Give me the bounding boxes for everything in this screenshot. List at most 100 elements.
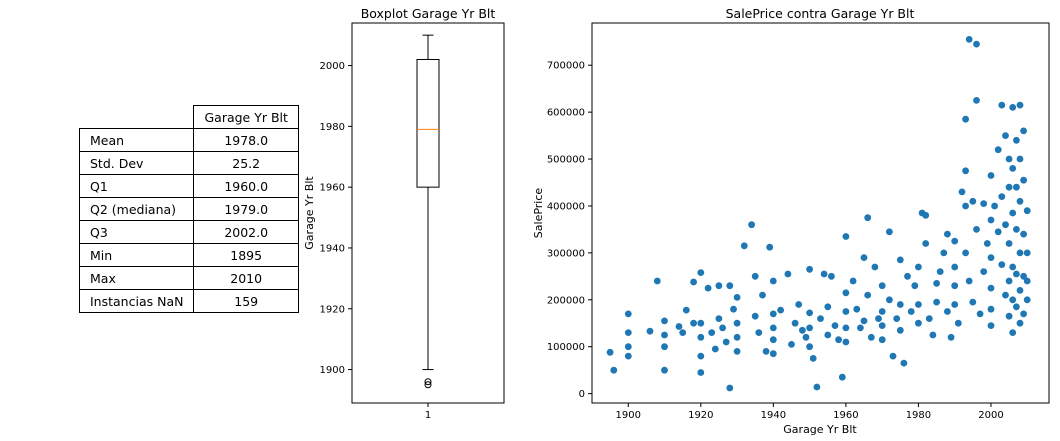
scatter-point (925, 315, 933, 322)
scatter-y-tick-label: 700000 (547, 61, 585, 72)
scatter-point (1016, 249, 1024, 257)
scatter-point (1002, 132, 1009, 140)
scatter-point (1013, 183, 1020, 191)
scatter-point (915, 301, 922, 308)
scatter-x-tick-label: 1940 (761, 410, 786, 421)
boxplot-title: Boxplot Garage Yr Blt (361, 6, 496, 21)
scatter-point (748, 221, 755, 229)
boxplot-y-axis-label: Garage Yr Blt (303, 176, 316, 250)
scatter-x-tick-label: 2000 (978, 410, 1003, 421)
scatter-point (806, 309, 813, 317)
scatter-point (697, 269, 705, 276)
scatter-point (915, 319, 922, 327)
scatter-point (719, 324, 726, 332)
scatter-point (951, 282, 959, 290)
scatter-point (904, 272, 911, 280)
scatter-point (828, 272, 835, 280)
table-row: Max 2010 (78, 266, 299, 290)
scatter-point (715, 282, 723, 290)
scatter-point (962, 202, 969, 210)
scatter-point (857, 324, 864, 332)
boxplot-y-tick-label: 1960 (320, 183, 345, 194)
scatter-point (842, 324, 850, 332)
scatter-x-tick-label: 1920 (688, 410, 713, 421)
boxplot-outlier (424, 381, 432, 389)
scatter-point (795, 301, 803, 308)
scatter-point (1016, 155, 1024, 163)
scatter-point (994, 228, 1002, 236)
boxplot-y-tick-label: 1900 (320, 365, 345, 376)
table-row: Mean 1978.0 (78, 128, 299, 152)
scatter-point (991, 202, 998, 210)
scatter-point (878, 322, 886, 329)
scatter-point (893, 315, 901, 322)
scatter-point (886, 228, 893, 236)
row-label: Mean (78, 128, 195, 152)
scatter-point (733, 348, 741, 355)
scatter-point (969, 197, 977, 205)
table-row: Min 1895 (78, 243, 299, 267)
scatter-point (1020, 127, 1027, 135)
scatter-point (944, 230, 951, 238)
scatter-title: SalePrice contra Garage Yr Blt (726, 6, 915, 21)
scatter-point (820, 270, 828, 278)
scatter-point (806, 343, 813, 351)
scatter-point (740, 242, 748, 250)
scatter-point (1005, 312, 1013, 320)
scatter-point (860, 254, 868, 261)
scatter-y-tick-label: 400000 (547, 201, 585, 212)
scatter-point (951, 263, 959, 271)
scatter-point (965, 277, 973, 285)
scatter-point (769, 350, 777, 358)
boxplot-frame (351, 22, 505, 404)
scatter-point (871, 263, 879, 271)
table-row: Q3 2002.0 (78, 220, 299, 244)
scatter-point (751, 312, 759, 320)
scatter-point (896, 326, 904, 334)
scatter-point (733, 319, 741, 327)
row-label: Q1 (78, 174, 195, 198)
stats-table: Garage Yr Blt Mean 1978.0 Std. Dev 25.2 Q1… (78, 105, 299, 313)
scatter-point (697, 369, 705, 376)
scatter-point (922, 240, 930, 247)
scatter-point (998, 101, 1006, 109)
scatter-point (661, 343, 668, 351)
scatter-point (969, 298, 977, 306)
scatter-point (987, 322, 995, 329)
scatter-point (1002, 221, 1009, 229)
scatter-point (751, 272, 759, 280)
scatter-point (784, 270, 792, 278)
scatter-point (653, 277, 661, 285)
scatter-point (1009, 209, 1017, 217)
scatter-point (907, 308, 915, 315)
row-value: 2010 (193, 266, 299, 290)
scatter-point (911, 282, 919, 290)
scatter-point (704, 284, 712, 292)
table-row: Std. Dev 25.2 (78, 151, 299, 175)
scatter-point (610, 366, 618, 374)
scatter-point (860, 317, 868, 325)
scatter-point (889, 352, 897, 360)
scatter-point (715, 315, 723, 322)
scatter-point (831, 322, 839, 329)
scatter-x-tick-label: 1980 (906, 410, 931, 421)
scatter-y-tick-label: 300000 (547, 248, 585, 259)
scatter-point (817, 315, 824, 322)
table-row: Q2 (mediana) 1979.0 (78, 197, 299, 221)
scatter-y-tick-label: 500000 (547, 155, 585, 166)
scatter-point (1005, 155, 1013, 163)
scatter-point (998, 261, 1006, 268)
scatter-point (973, 226, 980, 233)
scatter-point (878, 308, 886, 315)
scatter-point (1016, 287, 1024, 294)
scatter-point (661, 366, 668, 374)
boxplot-y-tick-label: 1940 (320, 243, 345, 254)
scatter-point (835, 336, 842, 344)
boxplot-box (416, 58, 440, 188)
scatter-point (1013, 136, 1020, 144)
scatter-point (809, 355, 817, 362)
scatter-point (624, 352, 632, 360)
boxplot-axes: 1900 1920 1940 1960 1980 2000 1 (320, 61, 432, 421)
scatter-point (896, 301, 904, 308)
scatter-point (867, 333, 875, 341)
